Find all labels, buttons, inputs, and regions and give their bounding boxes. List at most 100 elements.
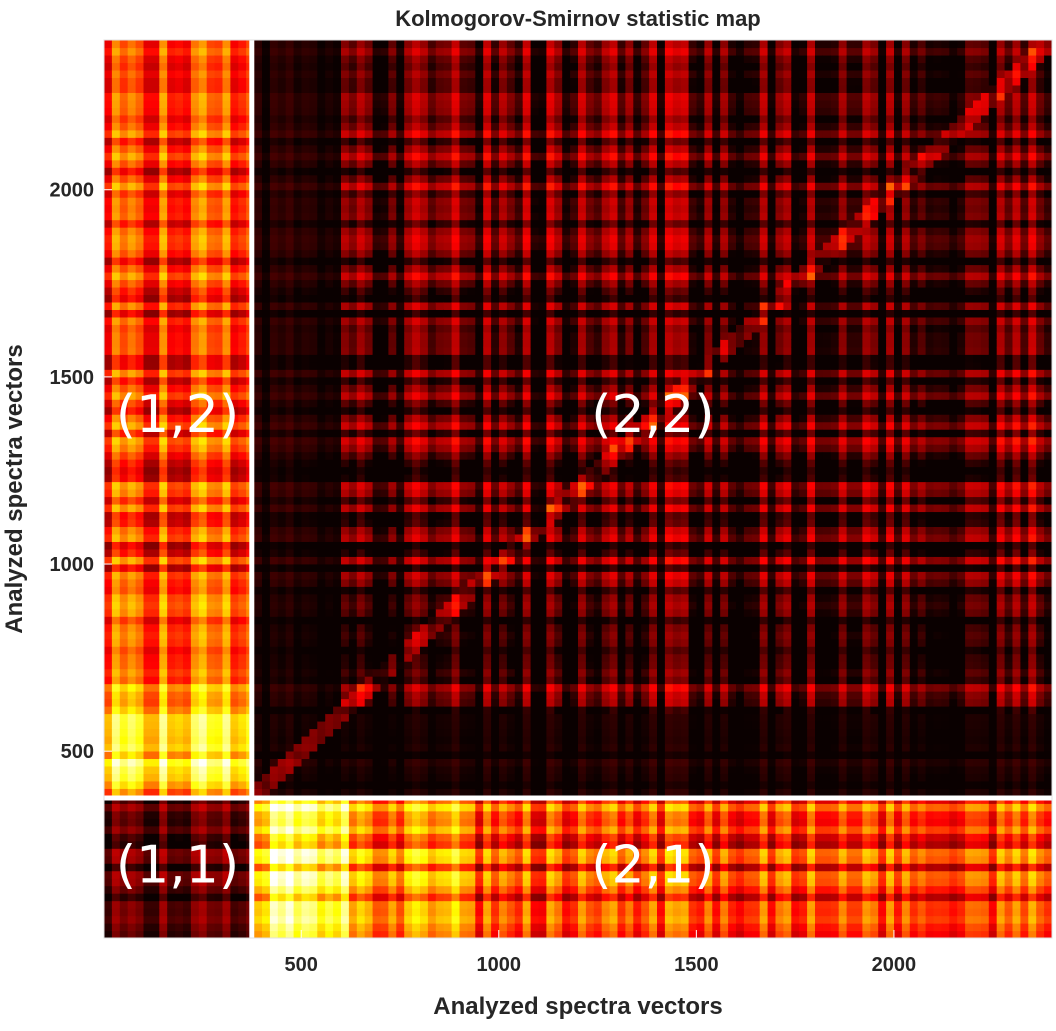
heatmap-cell bbox=[404, 825, 413, 834]
heatmap-cell bbox=[222, 346, 231, 355]
heatmap-cell bbox=[214, 571, 224, 580]
heatmap-cell bbox=[222, 780, 231, 789]
heatmap-cell bbox=[222, 728, 231, 737]
heatmap-cell bbox=[293, 152, 303, 161]
heatmap-cell bbox=[151, 668, 160, 677]
heatmap-cell bbox=[396, 556, 405, 565]
heatmap-cell bbox=[119, 833, 129, 842]
heatmap-cell bbox=[404, 301, 413, 310]
heatmap-cell bbox=[111, 683, 121, 692]
heatmap-cell bbox=[333, 40, 342, 49]
heatmap-cell bbox=[151, 571, 160, 580]
heatmap-cell bbox=[356, 197, 366, 206]
heatmap-cell bbox=[396, 646, 405, 655]
heatmap-cell bbox=[396, 77, 405, 86]
heatmap-cell bbox=[372, 391, 382, 400]
heatmap-cell bbox=[262, 908, 271, 917]
heatmap-cell bbox=[277, 369, 287, 378]
heatmap-cell bbox=[119, 429, 129, 438]
heatmap-cell bbox=[404, 908, 413, 917]
heatmap-cell bbox=[127, 653, 137, 662]
heatmap-cell bbox=[119, 503, 129, 513]
heatmap-cell bbox=[372, 631, 382, 640]
heatmap-cell bbox=[230, 444, 239, 453]
heatmap-cell bbox=[111, 122, 121, 131]
heatmap-cell bbox=[325, 62, 334, 71]
heatmap-cell bbox=[285, 496, 295, 505]
heatmap-cell bbox=[356, 40, 366, 49]
heatmap-cell bbox=[175, 563, 184, 572]
heatmap-cell bbox=[119, 571, 129, 580]
heatmap-cell bbox=[293, 511, 303, 520]
heatmap-cell bbox=[262, 548, 271, 557]
heatmap-cell bbox=[127, 234, 137, 243]
heatmap-cell bbox=[159, 758, 168, 767]
heatmap-cell bbox=[262, 279, 271, 288]
heatmap-cell bbox=[127, 92, 137, 101]
heatmap-cell bbox=[309, 601, 318, 610]
heatmap-cell bbox=[230, 309, 239, 318]
heatmap-cell bbox=[427, 706, 437, 715]
heatmap-cell bbox=[111, 294, 121, 303]
heatmap-cell bbox=[277, 908, 287, 917]
heatmap-cell bbox=[396, 780, 405, 789]
heatmap-cell bbox=[262, 691, 271, 700]
heatmap-cell bbox=[206, 384, 216, 393]
heatmap-cell bbox=[427, 646, 437, 655]
heatmap-cell bbox=[372, 227, 382, 236]
heatmap-cell bbox=[222, 331, 231, 340]
heatmap-cell bbox=[325, 780, 334, 789]
heatmap-cell bbox=[388, 750, 397, 759]
heatmap-cell bbox=[104, 107, 113, 116]
heatmap-cell bbox=[396, 339, 405, 348]
heatmap-cell bbox=[230, 369, 239, 378]
heatmap-cell bbox=[356, 848, 366, 857]
heatmap-cell bbox=[412, 414, 421, 423]
heatmap-cell bbox=[111, 227, 121, 236]
heatmap-cell bbox=[388, 242, 397, 251]
heatmap-cell bbox=[190, 444, 200, 453]
heatmap-cell bbox=[198, 698, 208, 707]
heatmap-cell bbox=[262, 653, 271, 662]
heatmap-cell bbox=[127, 339, 137, 348]
heatmap-cell bbox=[396, 676, 405, 685]
heatmap-cell bbox=[364, 728, 374, 737]
heatmap-cell bbox=[277, 271, 287, 281]
heatmap-cell bbox=[309, 219, 318, 228]
heatmap-cell bbox=[269, 683, 279, 692]
heatmap-cell bbox=[301, 758, 310, 767]
heatmap-cell bbox=[380, 84, 389, 93]
heatmap-cell bbox=[119, 653, 129, 662]
heatmap-cell bbox=[333, 578, 342, 587]
heatmap-cell bbox=[348, 593, 358, 602]
heatmap-cell bbox=[190, 234, 200, 243]
heatmap-cell bbox=[198, 706, 208, 715]
heatmap-cell bbox=[167, 324, 176, 333]
heatmap-cell bbox=[388, 204, 397, 213]
heatmap-cell bbox=[206, 129, 216, 138]
heatmap-cell bbox=[167, 152, 176, 161]
heatmap-cell bbox=[127, 279, 137, 288]
heatmap-cell bbox=[183, 601, 192, 610]
heatmap-cell bbox=[104, 444, 113, 453]
heatmap-cell bbox=[230, 384, 239, 393]
heatmap-cell bbox=[238, 541, 247, 550]
heatmap-cell bbox=[254, 242, 263, 251]
heatmap-cell bbox=[356, 661, 366, 670]
heatmap-cell bbox=[198, 773, 208, 782]
heatmap-cell bbox=[348, 691, 358, 700]
heatmap-cell bbox=[183, 271, 192, 281]
heatmap-cell bbox=[151, 691, 160, 700]
heatmap-cell bbox=[262, 286, 271, 296]
heatmap-cell bbox=[119, 930, 129, 938]
heatmap-cell bbox=[214, 249, 224, 258]
heatmap-cell bbox=[341, 765, 350, 774]
heatmap-cell bbox=[364, 743, 374, 752]
heatmap-cell bbox=[127, 174, 137, 183]
heatmap-cell bbox=[277, 818, 287, 827]
heatmap-cell bbox=[127, 361, 137, 370]
heatmap-cell bbox=[175, 735, 184, 745]
heatmap-cell bbox=[380, 885, 389, 894]
heatmap-cell bbox=[127, 788, 137, 797]
heatmap-cell bbox=[151, 137, 160, 146]
